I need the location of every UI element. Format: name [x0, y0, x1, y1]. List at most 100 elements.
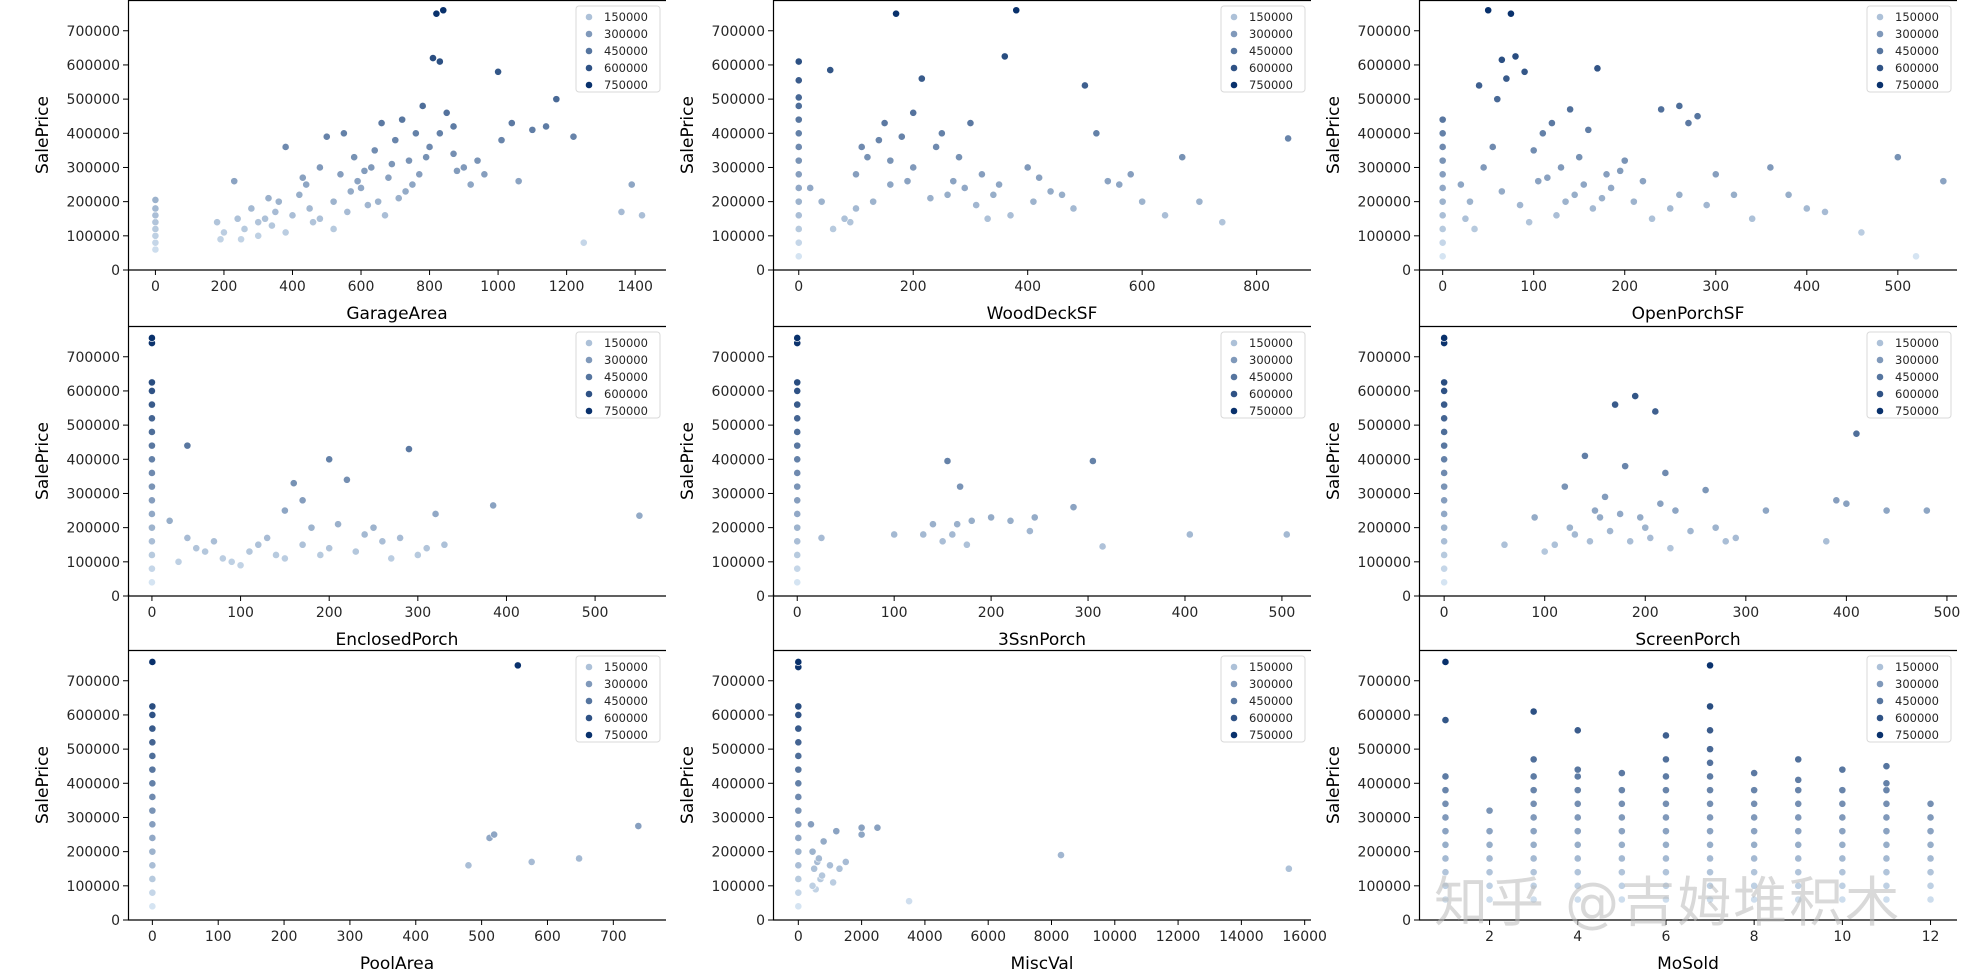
data-point [148, 551, 156, 559]
y-tick-label: 400000 [1358, 126, 1411, 142]
data-point [1529, 146, 1538, 155]
data-point [1593, 64, 1602, 73]
data-point [1497, 187, 1506, 196]
legend-box [1866, 331, 1952, 419]
data-point [151, 225, 160, 233]
data-point [794, 76, 803, 85]
data-point [1081, 81, 1089, 90]
x-tick-label: 4000 [907, 929, 943, 945]
data-point [1441, 772, 1450, 781]
data-point [1566, 105, 1575, 114]
data-point [1529, 840, 1538, 849]
data-point [793, 551, 802, 559]
x-tick-label: 1000 [480, 279, 516, 295]
data-point [351, 547, 360, 556]
data-point [793, 334, 802, 342]
y-tick-label: 0 [756, 263, 765, 279]
data-point [1438, 211, 1447, 220]
data-point [440, 540, 449, 549]
data-point [1711, 523, 1720, 532]
data-point [1617, 854, 1626, 863]
x-tick-label: 500 [1934, 605, 1961, 621]
y-tick-label: 500000 [1358, 418, 1411, 434]
legend-entry: 300000 [604, 27, 648, 41]
data-point [401, 187, 410, 196]
data-point [874, 136, 883, 145]
data-point [435, 57, 444, 66]
data-point [1438, 170, 1447, 179]
x-tick-label: 200 [271, 929, 298, 945]
data-point [1126, 170, 1135, 179]
data-point [148, 702, 157, 711]
data-point [793, 496, 802, 505]
data-point [1485, 895, 1494, 904]
legend-entry: 300000 [1895, 353, 1939, 367]
data-point [1926, 895, 1935, 904]
legend-box [1866, 5, 1952, 93]
legend-entry: 300000 [1249, 353, 1293, 367]
legend-marker [585, 356, 593, 364]
data-point [1218, 218, 1227, 227]
data-point [494, 67, 502, 76]
data-point [949, 177, 958, 186]
scatter-subplot-MiscVal: 0100000200000300000400000500000600000700… [678, 594, 1327, 974]
data-point [956, 482, 964, 491]
legend-entry: 450000 [604, 694, 648, 708]
data-point [1629, 197, 1638, 206]
y-tick-label: 400000 [1358, 776, 1411, 792]
y-tick-label: 600000 [67, 708, 120, 724]
data-point [806, 184, 815, 192]
legend-marker [585, 663, 593, 671]
data-point [1441, 868, 1450, 877]
data-point [1029, 197, 1038, 206]
legend-marker [585, 47, 593, 55]
x-tick-label: 6 [1661, 929, 1670, 945]
data-point [794, 170, 803, 179]
data-point [794, 779, 803, 788]
data-point [903, 177, 912, 186]
data-point [846, 218, 855, 227]
data-point [794, 847, 803, 856]
data-point [817, 533, 826, 542]
data-point [1588, 204, 1597, 213]
data-point [1662, 731, 1670, 740]
data-point [569, 132, 578, 141]
legend-box [1220, 655, 1306, 743]
x-tick-label: 0 [794, 279, 803, 295]
data-point [305, 204, 314, 213]
data-point [1922, 506, 1931, 515]
data-point [579, 238, 588, 247]
data-point [353, 177, 362, 186]
legend-entry: 450000 [1249, 694, 1293, 708]
data-point [1461, 214, 1470, 223]
y-tick-label: 600000 [712, 384, 765, 400]
data-point [449, 122, 458, 131]
data-point [794, 861, 803, 870]
y-tick-label: 700000 [67, 24, 120, 40]
legend-marker [1230, 373, 1238, 381]
data-point [254, 231, 263, 240]
data-point [1441, 786, 1450, 795]
legend-marker [1876, 731, 1884, 739]
data-point [1035, 173, 1044, 182]
scatter-subplot-WoodDeckSF: 0 100000 200000 300000 400000 500000 600000 700… [678, 0, 1311, 324]
data-point [387, 554, 396, 563]
data-point [1657, 105, 1666, 114]
legend-entry: 300000 [604, 353, 648, 367]
y-tick-label: 200000 [712, 195, 765, 211]
data-point [1762, 506, 1770, 515]
y-tick-label: 200000 [712, 845, 765, 861]
data-point [1822, 537, 1831, 546]
legend-entry: 300000 [1895, 677, 1939, 691]
x-tick-label: 8000 [1034, 929, 1070, 945]
y-tick-label: 300000 [1358, 486, 1411, 502]
data-point [418, 102, 427, 110]
legend-marker [1230, 13, 1238, 21]
data-point [1573, 813, 1582, 822]
data-point [1516, 201, 1524, 209]
legend-entry: 600000 [604, 387, 648, 401]
data-point [793, 414, 802, 423]
data-point [148, 334, 156, 342]
data-point [148, 564, 156, 573]
data-point [1046, 187, 1055, 196]
